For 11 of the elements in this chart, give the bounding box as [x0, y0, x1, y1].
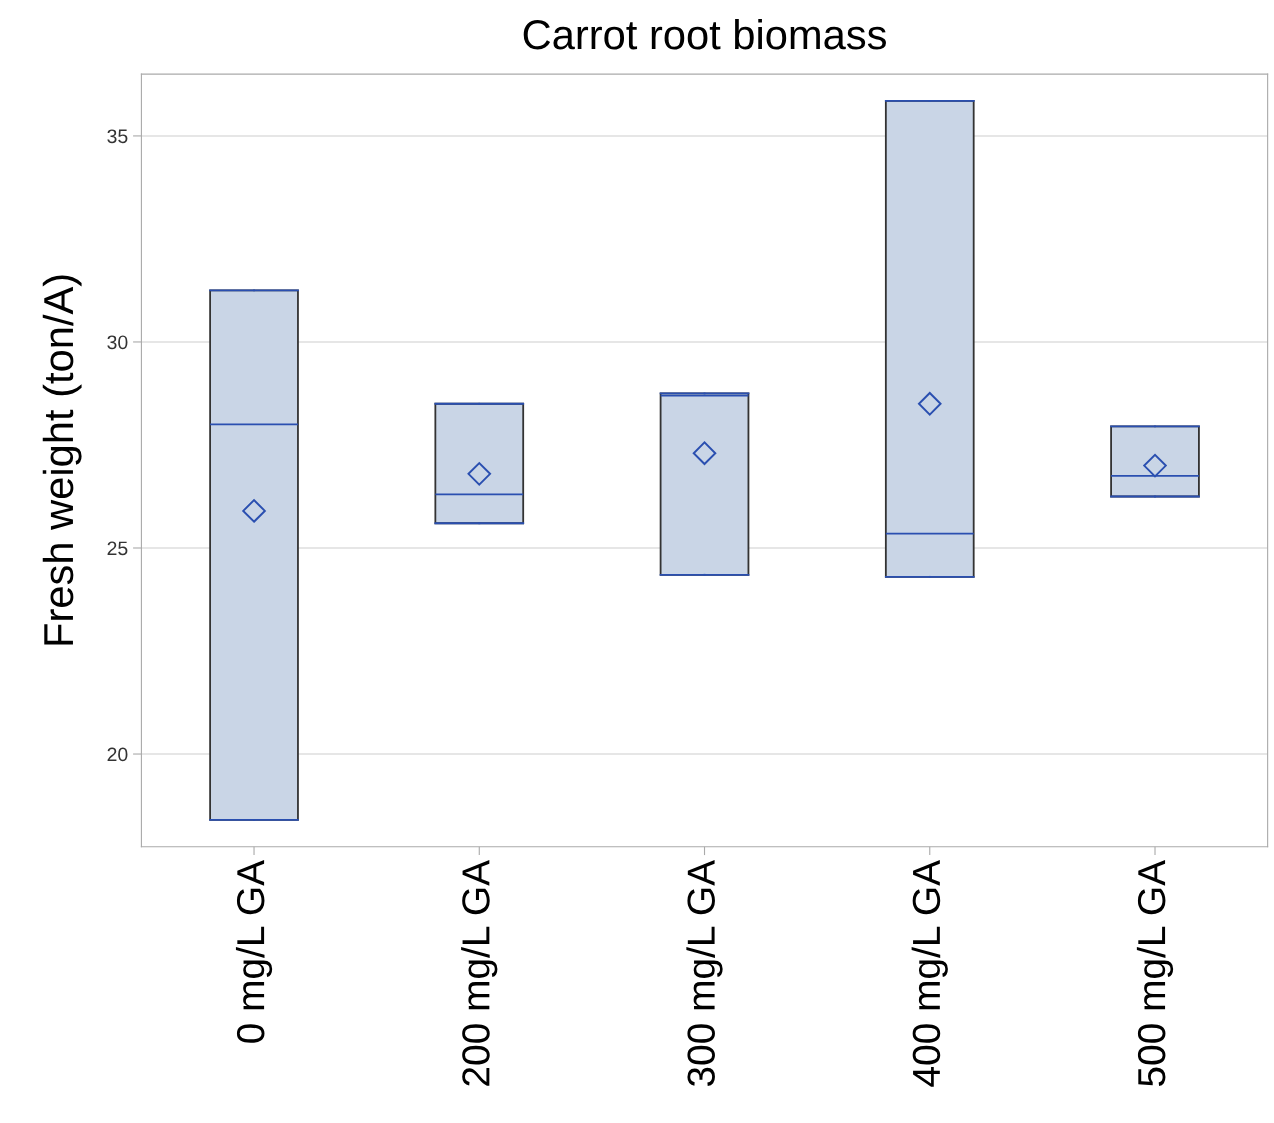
y-axis-title: Fresh weight (ton/A)	[42, 275, 82, 645]
y-tick-label: 35	[107, 129, 128, 144]
x-tick-label: 200 mg/L GA	[461, 860, 498, 1086]
y-tick-label: 20	[107, 747, 128, 762]
x-tick-label: 500 mg/L GA	[1136, 860, 1174, 1087]
x-tick-label: 300 mg/L GA	[686, 860, 723, 1087]
chart-title: Carrot root biomass	[523, 18, 886, 50]
x-tick-label: 400 mg/L GA	[911, 860, 948, 1087]
x-tick-label: 0 mg/L GA	[235, 860, 273, 1043]
y-tick-label: 30	[107, 335, 128, 350]
y-tick-label: 25	[107, 541, 128, 556]
